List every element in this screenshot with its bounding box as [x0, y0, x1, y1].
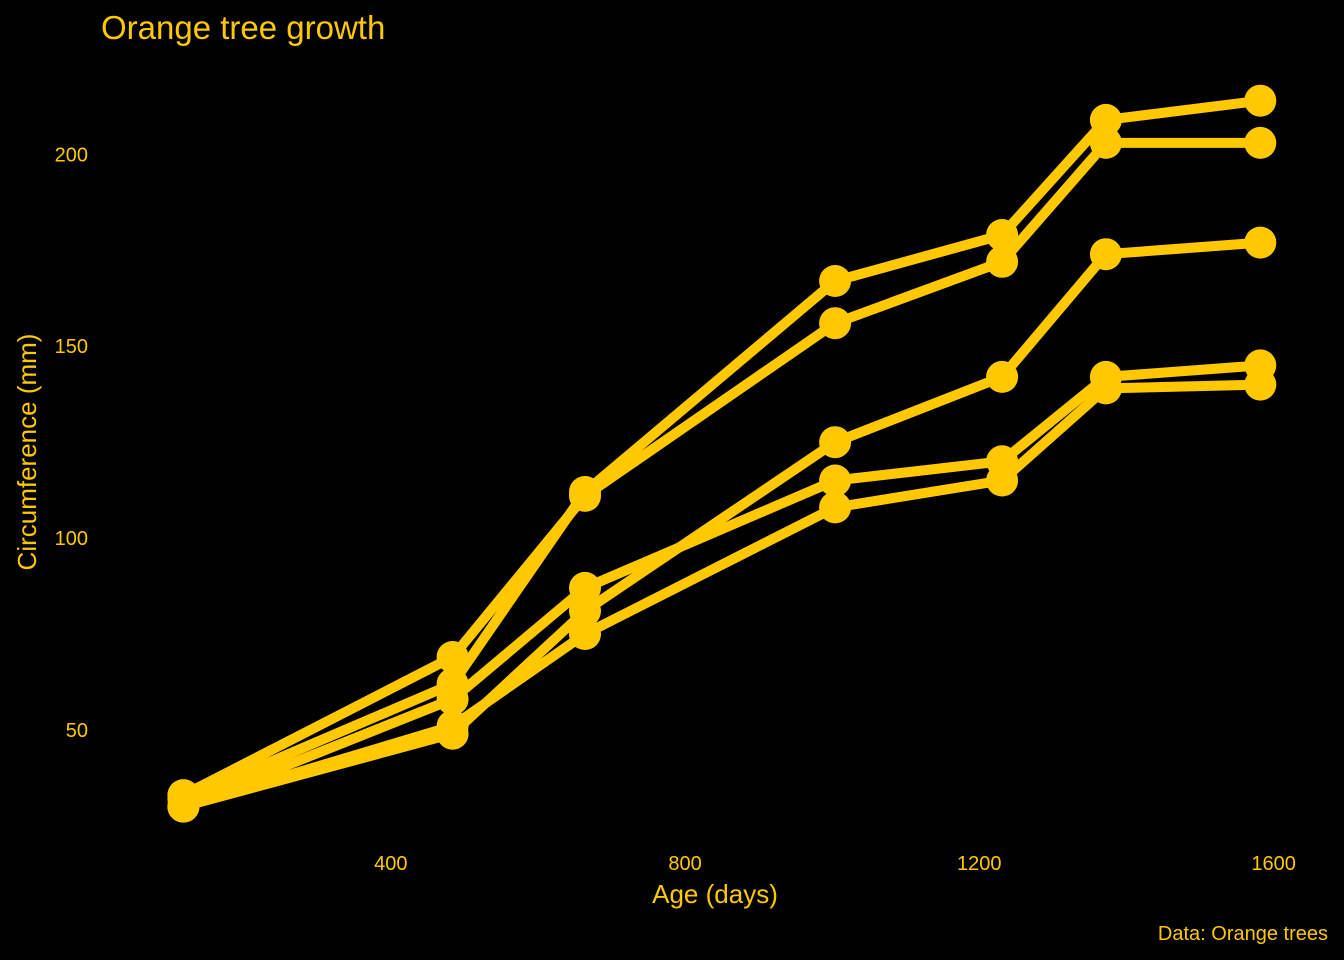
data-point — [819, 464, 852, 497]
y-tick-label: 100 — [55, 528, 88, 550]
y-tick-label: 50 — [66, 720, 88, 742]
data-point — [569, 595, 601, 627]
data-point — [436, 717, 469, 750]
data-point — [819, 491, 852, 524]
data-point — [986, 360, 1019, 393]
x-axis-ticks: 400 800 1200 1600 — [374, 853, 1296, 875]
x-axis-title: Age (days) — [652, 879, 778, 909]
y-axis-ticks: 50 100 150 200 — [55, 144, 88, 742]
data-point — [819, 426, 852, 459]
data-point — [436, 667, 469, 700]
data-point — [1089, 238, 1122, 271]
y-tick-label: 150 — [55, 336, 88, 358]
series-2 — [167, 126, 1277, 812]
data-point — [819, 265, 852, 297]
x-tick-label: 1600 — [1251, 853, 1296, 875]
data-point — [986, 219, 1019, 251]
chart-title: Orange tree growth — [101, 9, 385, 46]
data-point — [1089, 103, 1122, 136]
series-line — [178, 95, 1266, 804]
data-point — [1089, 372, 1122, 405]
data-point — [167, 790, 200, 823]
x-tick-label: 800 — [668, 853, 701, 875]
series-3 — [167, 368, 1277, 823]
series-line — [178, 360, 1266, 812]
series-4 — [167, 84, 1277, 815]
data-point — [986, 464, 1019, 497]
data-point — [819, 307, 852, 340]
series-1 — [167, 349, 1277, 823]
data-point — [1244, 368, 1277, 401]
series-line — [178, 237, 1266, 812]
y-axis-title: Circumference (mm) — [12, 334, 42, 571]
plot-area — [167, 84, 1277, 823]
x-tick-label: 1200 — [957, 853, 1002, 875]
y-tick-label: 200 — [55, 144, 88, 166]
data-point — [569, 476, 601, 508]
x-tick-label: 400 — [374, 853, 407, 875]
chart-caption: Data: Orange trees — [1158, 923, 1328, 945]
data-point — [1244, 226, 1277, 259]
series-5 — [167, 226, 1277, 823]
data-point — [569, 571, 601, 604]
data-point — [1244, 84, 1277, 117]
data-point — [986, 245, 1019, 278]
data-point — [1244, 126, 1277, 159]
data-point — [569, 618, 601, 650]
